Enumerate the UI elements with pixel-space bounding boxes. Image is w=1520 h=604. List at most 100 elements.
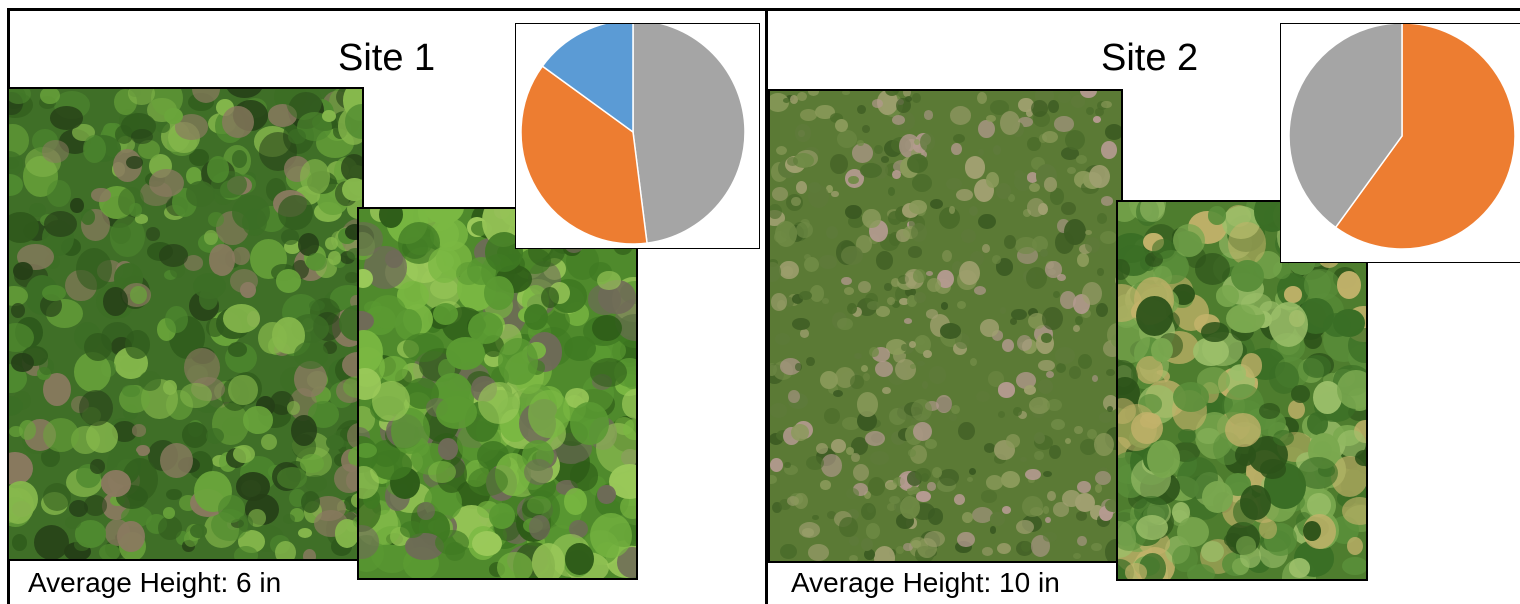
foliage-texture <box>980 490 997 503</box>
foliage-texture <box>160 442 194 479</box>
foliage-texture <box>852 463 869 481</box>
foliage-texture <box>797 91 807 101</box>
foliage-texture <box>531 543 565 578</box>
foliage-texture <box>780 543 797 560</box>
site-1-closeup-photo <box>357 207 638 580</box>
foliage-texture <box>191 89 221 104</box>
foliage-texture <box>996 183 1011 200</box>
foliage-texture <box>989 100 1010 115</box>
foliage-texture <box>925 309 939 319</box>
foliage-texture <box>1095 302 1108 317</box>
foliage-texture <box>1230 364 1247 381</box>
foliage-texture <box>874 144 883 155</box>
foliage-texture <box>467 312 503 345</box>
pie-1-slice-1 <box>520 65 648 245</box>
foliage-texture <box>980 319 1000 337</box>
foliage-texture <box>49 106 83 130</box>
foliage-texture <box>206 156 230 184</box>
foliage-texture <box>772 502 783 514</box>
foliage-texture <box>808 91 820 96</box>
foliage-texture <box>237 515 253 532</box>
foliage-texture <box>436 396 478 429</box>
foliage-texture <box>9 89 31 105</box>
foliage-texture <box>902 91 911 97</box>
foliage-texture <box>806 357 815 367</box>
foliage-texture <box>906 485 921 496</box>
foliage-texture <box>1041 333 1052 343</box>
foliage-texture <box>1302 521 1321 541</box>
foliage-texture <box>116 521 145 553</box>
foliage-texture <box>301 491 321 514</box>
foliage-texture <box>326 434 345 450</box>
foliage-texture <box>1000 471 1021 489</box>
foliage-texture <box>297 232 319 256</box>
foliage-texture <box>969 357 977 366</box>
foliage-texture <box>137 140 160 159</box>
foliage-texture <box>1023 384 1037 396</box>
site-1-pie-chart <box>515 23 760 249</box>
foliage-texture <box>428 460 456 484</box>
foliage-texture <box>895 97 911 114</box>
foliage-texture <box>41 284 66 302</box>
foliage-texture <box>892 476 906 487</box>
foliage-texture <box>850 436 869 456</box>
foliage-texture <box>1097 213 1108 224</box>
foliage-texture <box>570 401 609 446</box>
foliage-texture <box>1099 230 1118 245</box>
foliage-texture <box>1026 136 1041 152</box>
foliage-texture <box>899 297 909 305</box>
foliage-texture <box>344 272 359 284</box>
foliage-texture <box>952 261 964 274</box>
foliage-texture <box>827 511 837 519</box>
foliage-texture <box>1235 535 1257 556</box>
foliage-texture <box>770 363 778 376</box>
foliage-texture <box>909 363 917 370</box>
foliage-texture <box>836 129 858 148</box>
foliage-texture <box>861 125 870 134</box>
foliage-texture <box>497 552 534 578</box>
foliage-texture <box>770 475 778 484</box>
foliage-texture <box>341 352 362 379</box>
site-2-pie-chart <box>1280 23 1520 263</box>
foliage-texture <box>854 352 862 360</box>
foliage-texture <box>899 495 921 520</box>
foliage-texture <box>260 433 277 451</box>
foliage-texture <box>101 470 132 498</box>
foliage-texture <box>779 498 791 510</box>
foliage-texture <box>1025 266 1047 290</box>
foliage-texture <box>848 176 859 185</box>
foliage-texture <box>288 128 306 145</box>
foliage-texture <box>927 508 943 525</box>
foliage-texture <box>920 150 927 158</box>
foliage-texture <box>1095 484 1103 494</box>
foliage-texture <box>985 172 1000 189</box>
foliage-texture <box>1031 235 1048 252</box>
foliage-texture <box>1077 481 1091 494</box>
foliage-texture <box>1178 428 1196 443</box>
foliage-texture <box>1022 495 1044 518</box>
foliage-texture <box>1086 106 1095 115</box>
foliage-texture <box>820 480 831 490</box>
foliage-texture <box>189 148 209 167</box>
foliage-texture <box>939 323 962 339</box>
foliage-texture <box>985 114 996 122</box>
foliage-texture <box>939 206 961 230</box>
foliage-texture <box>927 482 936 491</box>
foliage-texture <box>1092 116 1101 124</box>
foliage-texture <box>911 92 921 104</box>
foliage-texture <box>1074 315 1083 326</box>
foliage-texture <box>964 156 986 179</box>
foliage-texture <box>973 285 987 296</box>
foliage-texture <box>1101 141 1117 159</box>
foliage-texture <box>896 545 905 555</box>
foliage-texture <box>775 332 790 345</box>
foliage-texture <box>225 89 263 99</box>
foliage-texture <box>75 248 113 291</box>
foliage-texture <box>991 329 1004 341</box>
foliage-texture <box>1072 324 1080 332</box>
foliage-texture <box>1147 439 1181 478</box>
foliage-texture <box>1030 100 1048 118</box>
foliage-texture <box>1064 219 1086 245</box>
foliage-texture <box>129 286 147 304</box>
foliage-texture <box>1186 563 1216 579</box>
